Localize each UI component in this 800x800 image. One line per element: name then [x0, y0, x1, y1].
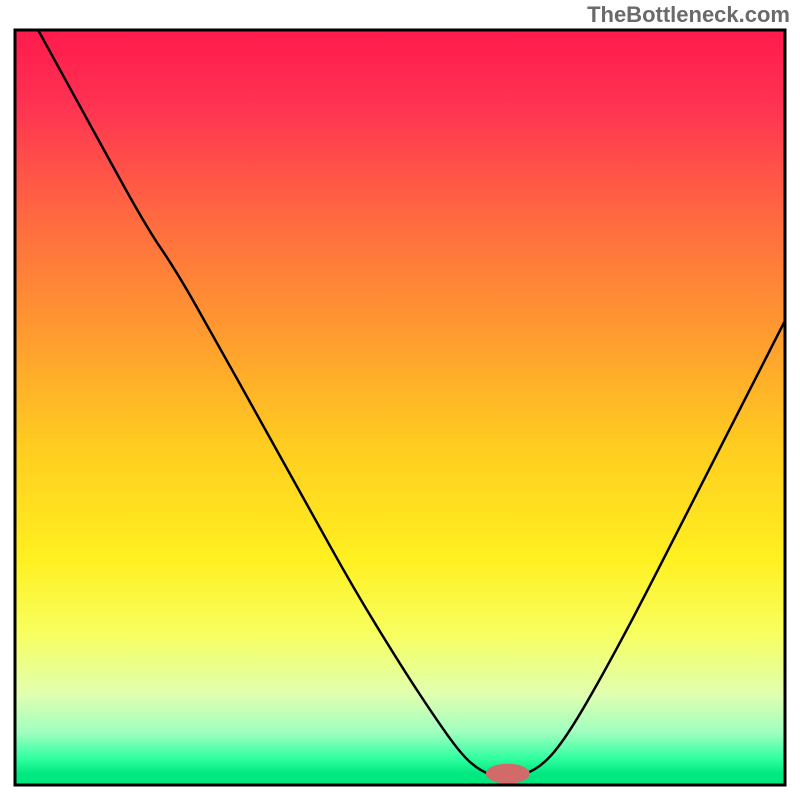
bottleneck-chart — [0, 0, 800, 800]
watermark-text: TheBottleneck.com — [587, 2, 790, 28]
bottleneck-marker — [486, 764, 530, 784]
chart-container: TheBottleneck.com — [0, 0, 800, 800]
plot-background — [15, 30, 785, 785]
